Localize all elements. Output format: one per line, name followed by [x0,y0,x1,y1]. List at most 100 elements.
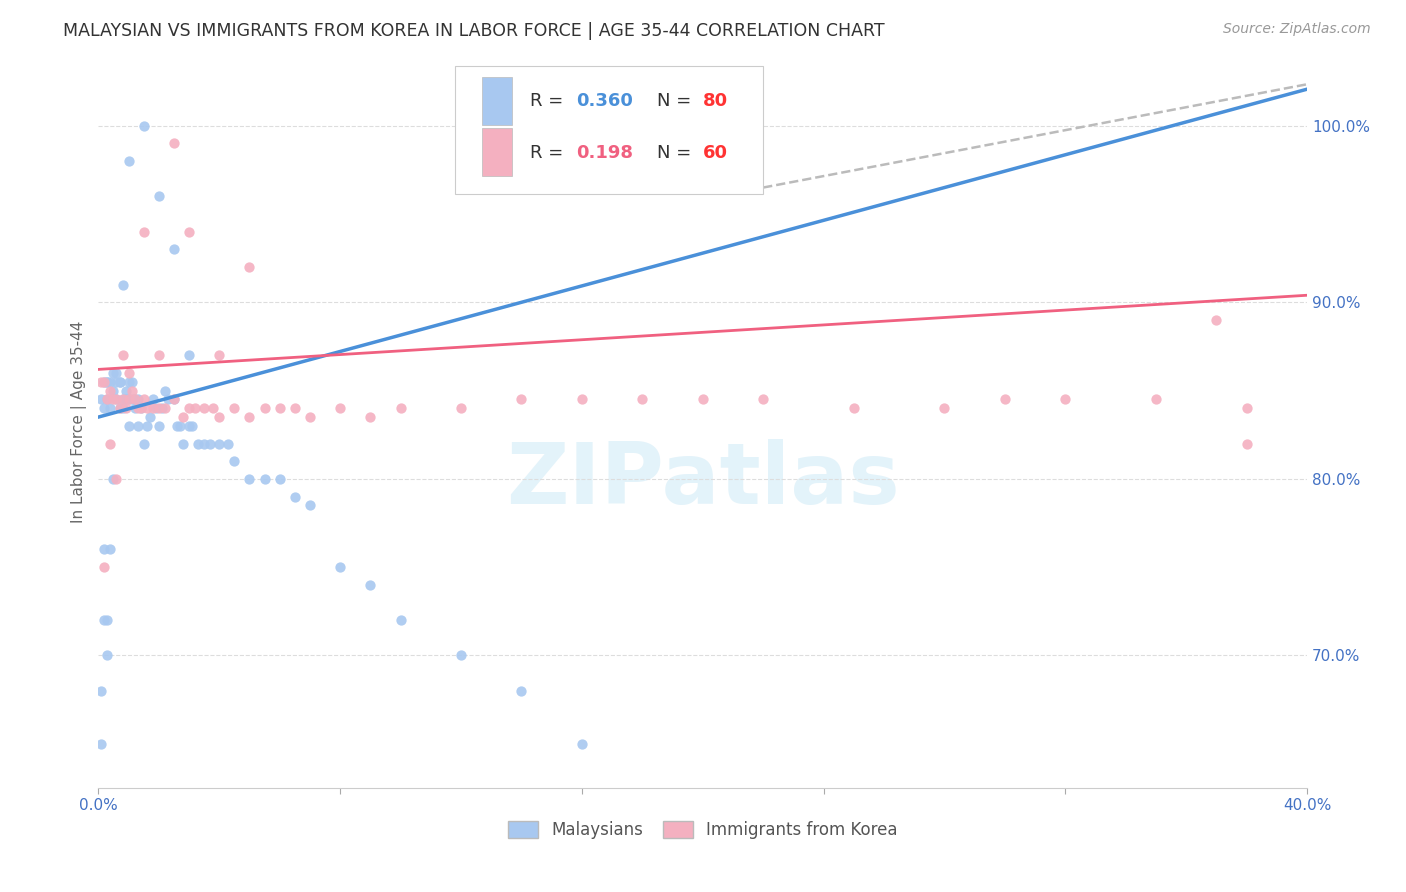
Text: R =: R = [530,92,569,111]
Point [132,225,155,239]
Point [142,401,165,416]
Point [121,375,143,389]
Point [450,401,472,416]
Point [238,410,260,425]
Point [127,401,149,416]
Point [96,613,118,627]
Point [150,401,173,416]
Point [111,348,134,362]
Point [135,418,157,433]
Point [359,578,381,592]
Point [253,472,276,486]
Point [93,401,115,416]
Point [329,401,352,416]
Point [108,401,131,416]
Text: MALAYSIAN VS IMMIGRANTS FROM KOREA IN LABOR FORCE | AGE 35-44 CORRELATION CHART: MALAYSIAN VS IMMIGRANTS FROM KOREA IN LA… [63,22,884,40]
Point [284,490,307,504]
Point [163,243,186,257]
Point [163,392,186,407]
Point [208,410,231,425]
Point [156,392,179,407]
Point [96,392,118,407]
Point [142,392,165,407]
Point [100,401,122,416]
Point [153,384,176,398]
Point [93,542,115,557]
Point [1144,392,1167,407]
Text: 60: 60 [703,144,728,161]
Point [108,401,131,416]
Point [114,392,136,407]
Point [510,392,533,407]
Point [187,436,209,450]
Point [124,392,146,407]
Point [692,392,714,407]
Point [184,401,207,416]
Point [90,392,112,407]
Point [127,418,149,433]
Point [193,401,215,416]
Point [1236,401,1258,416]
Point [169,418,191,433]
Point [238,472,260,486]
Point [90,375,112,389]
Text: 0.360: 0.360 [576,92,633,111]
Point [571,392,593,407]
Point [114,401,136,416]
Point [127,392,149,407]
Point [96,375,118,389]
Point [571,737,593,751]
Point [208,436,231,450]
Point [121,392,143,407]
Point [108,375,131,389]
Point [389,401,412,416]
Point [193,436,215,450]
Point [177,418,200,433]
Point [752,860,775,874]
Point [111,401,134,416]
Y-axis label: In Labor Force | Age 35-44: In Labor Force | Age 35-44 [72,320,87,523]
Text: R =: R = [530,144,569,161]
Point [117,392,139,407]
Point [129,401,152,416]
Bar [481,128,512,176]
Point [153,401,176,416]
Point [163,136,186,151]
Point [224,454,246,468]
Point [148,418,170,433]
Point [148,189,170,203]
Point [96,375,118,389]
Point [208,348,231,362]
Point [269,401,291,416]
Point [198,436,221,450]
Point [93,613,115,627]
Point [117,154,139,169]
Point [217,436,239,450]
Point [172,410,194,425]
Point [284,401,307,416]
Point [96,648,118,663]
Point [105,472,128,486]
Point [129,401,152,416]
Text: ZIPatlas: ZIPatlas [506,439,900,522]
Point [105,375,128,389]
Point [1054,392,1077,407]
Point [329,560,352,574]
Point [100,384,122,398]
Point [103,392,125,407]
Point [145,401,167,416]
Point [108,375,131,389]
Point [166,418,188,433]
Point [181,418,204,433]
Point [90,683,112,698]
Point [177,348,200,362]
Point [692,825,714,839]
Point [100,542,122,557]
Point [117,366,139,380]
Point [117,375,139,389]
Point [103,384,125,398]
Point [114,384,136,398]
Point [138,410,160,425]
Point [111,392,134,407]
Point [450,648,472,663]
